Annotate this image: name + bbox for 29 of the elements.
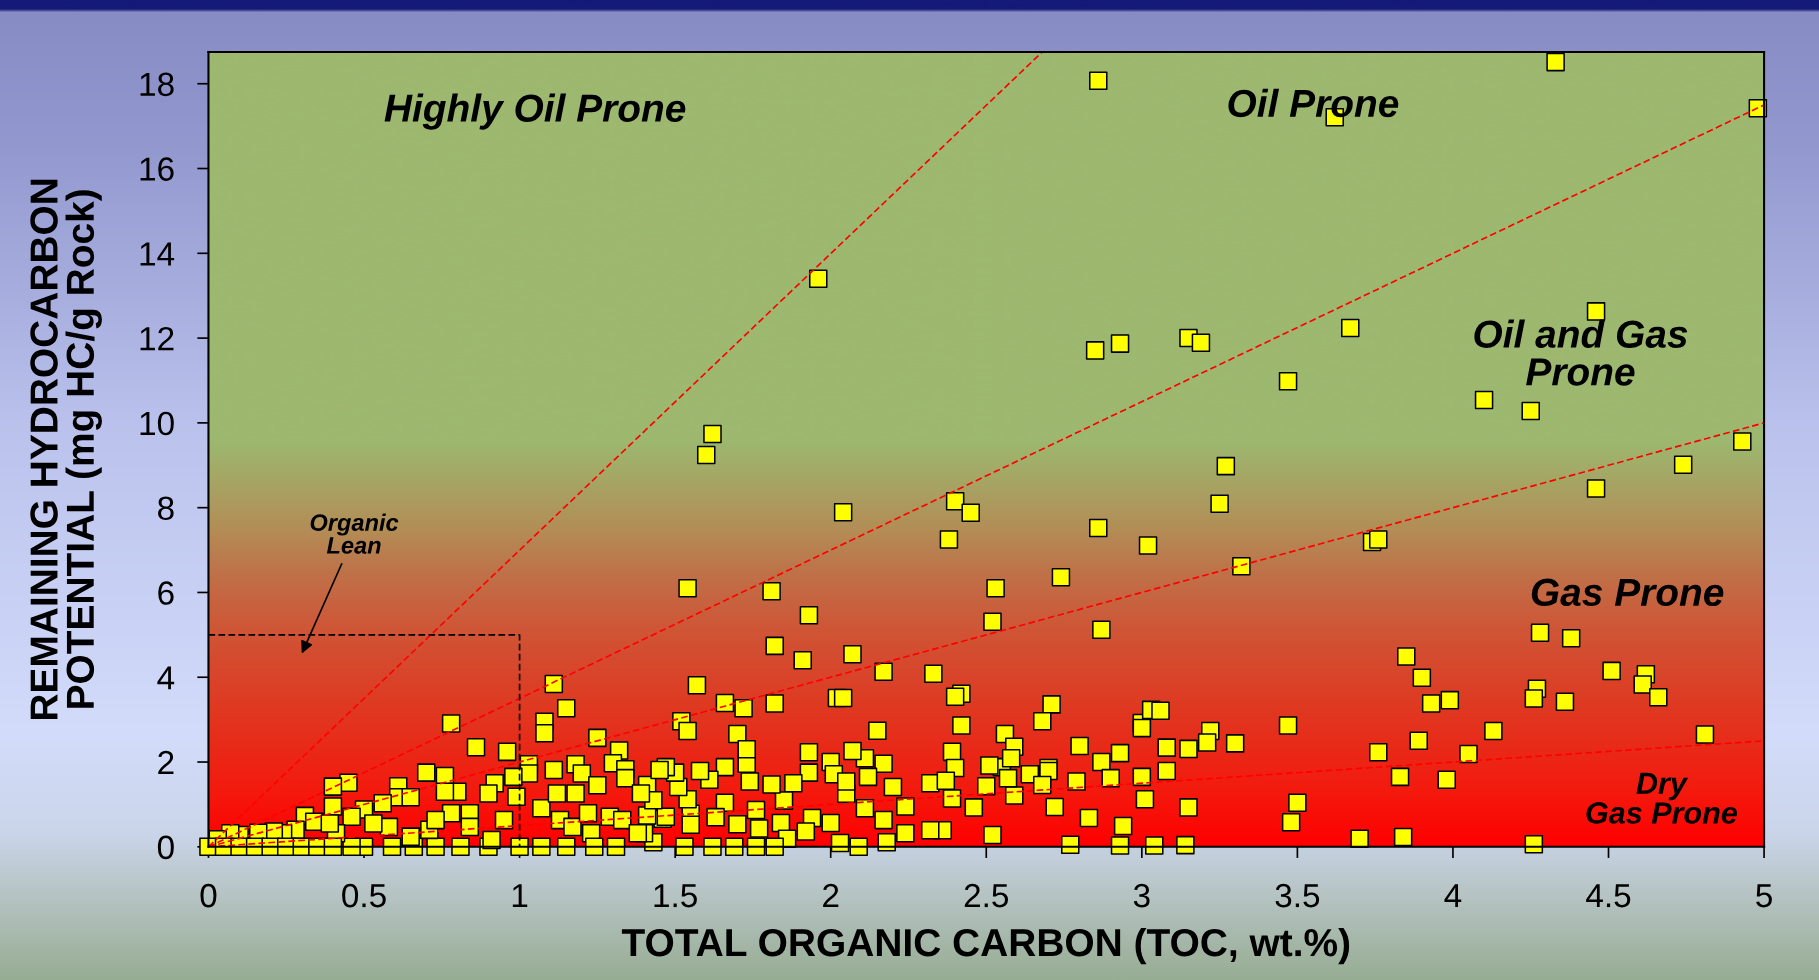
- annotation: Organic Lean: [310, 513, 399, 554]
- y-tick-label: 10: [140, 411, 174, 436]
- x-tick-label: 2.5: [964, 883, 1009, 908]
- x-tick-label: 4.5: [1586, 884, 1631, 908]
- annotation: Highly Oil Prone: [384, 93, 686, 130]
- y-tick-label: 0: [157, 835, 174, 860]
- x-tick-label: 3.5: [1275, 883, 1320, 908]
- annotation: Gas Prone: [1531, 578, 1724, 607]
- x-tick-label: 3: [1133, 883, 1150, 908]
- y-tick-label: 18: [140, 72, 174, 97]
- x-tick-label: 2: [823, 883, 839, 908]
- y-tick-label: 8: [158, 496, 174, 521]
- x-axis-title: TOTAL ORGANIC CARBON (TOC, wt.%): [621, 927, 1350, 965]
- x-tick-label: 0.5: [342, 883, 386, 908]
- annotation: Dry Gas Prone: [1586, 772, 1737, 824]
- y-tick-label: 14: [140, 242, 175, 266]
- x-tick-label: 5: [1756, 884, 1772, 908]
- x-tick-label: 1: [512, 884, 528, 908]
- x-tick-label: 1.5: [654, 884, 697, 908]
- y-axis-title: REMAINING HYDROCARBON POTENTIAL (mg HC/g Rock): [30, 179, 102, 719]
- x-tick-label: 4: [1444, 884, 1462, 908]
- y-tick-label: 4: [157, 666, 175, 690]
- annotation: Oil Prone: [1228, 88, 1399, 118]
- y-tick-label: 2: [158, 750, 174, 775]
- annotation: Oil and Gas Prone: [1474, 319, 1688, 386]
- x-tick-label: 0: [200, 883, 217, 908]
- y-tick-label: 16: [140, 157, 174, 181]
- y-tick-label: 12: [140, 326, 174, 351]
- y-tick-label: 6: [158, 581, 174, 605]
